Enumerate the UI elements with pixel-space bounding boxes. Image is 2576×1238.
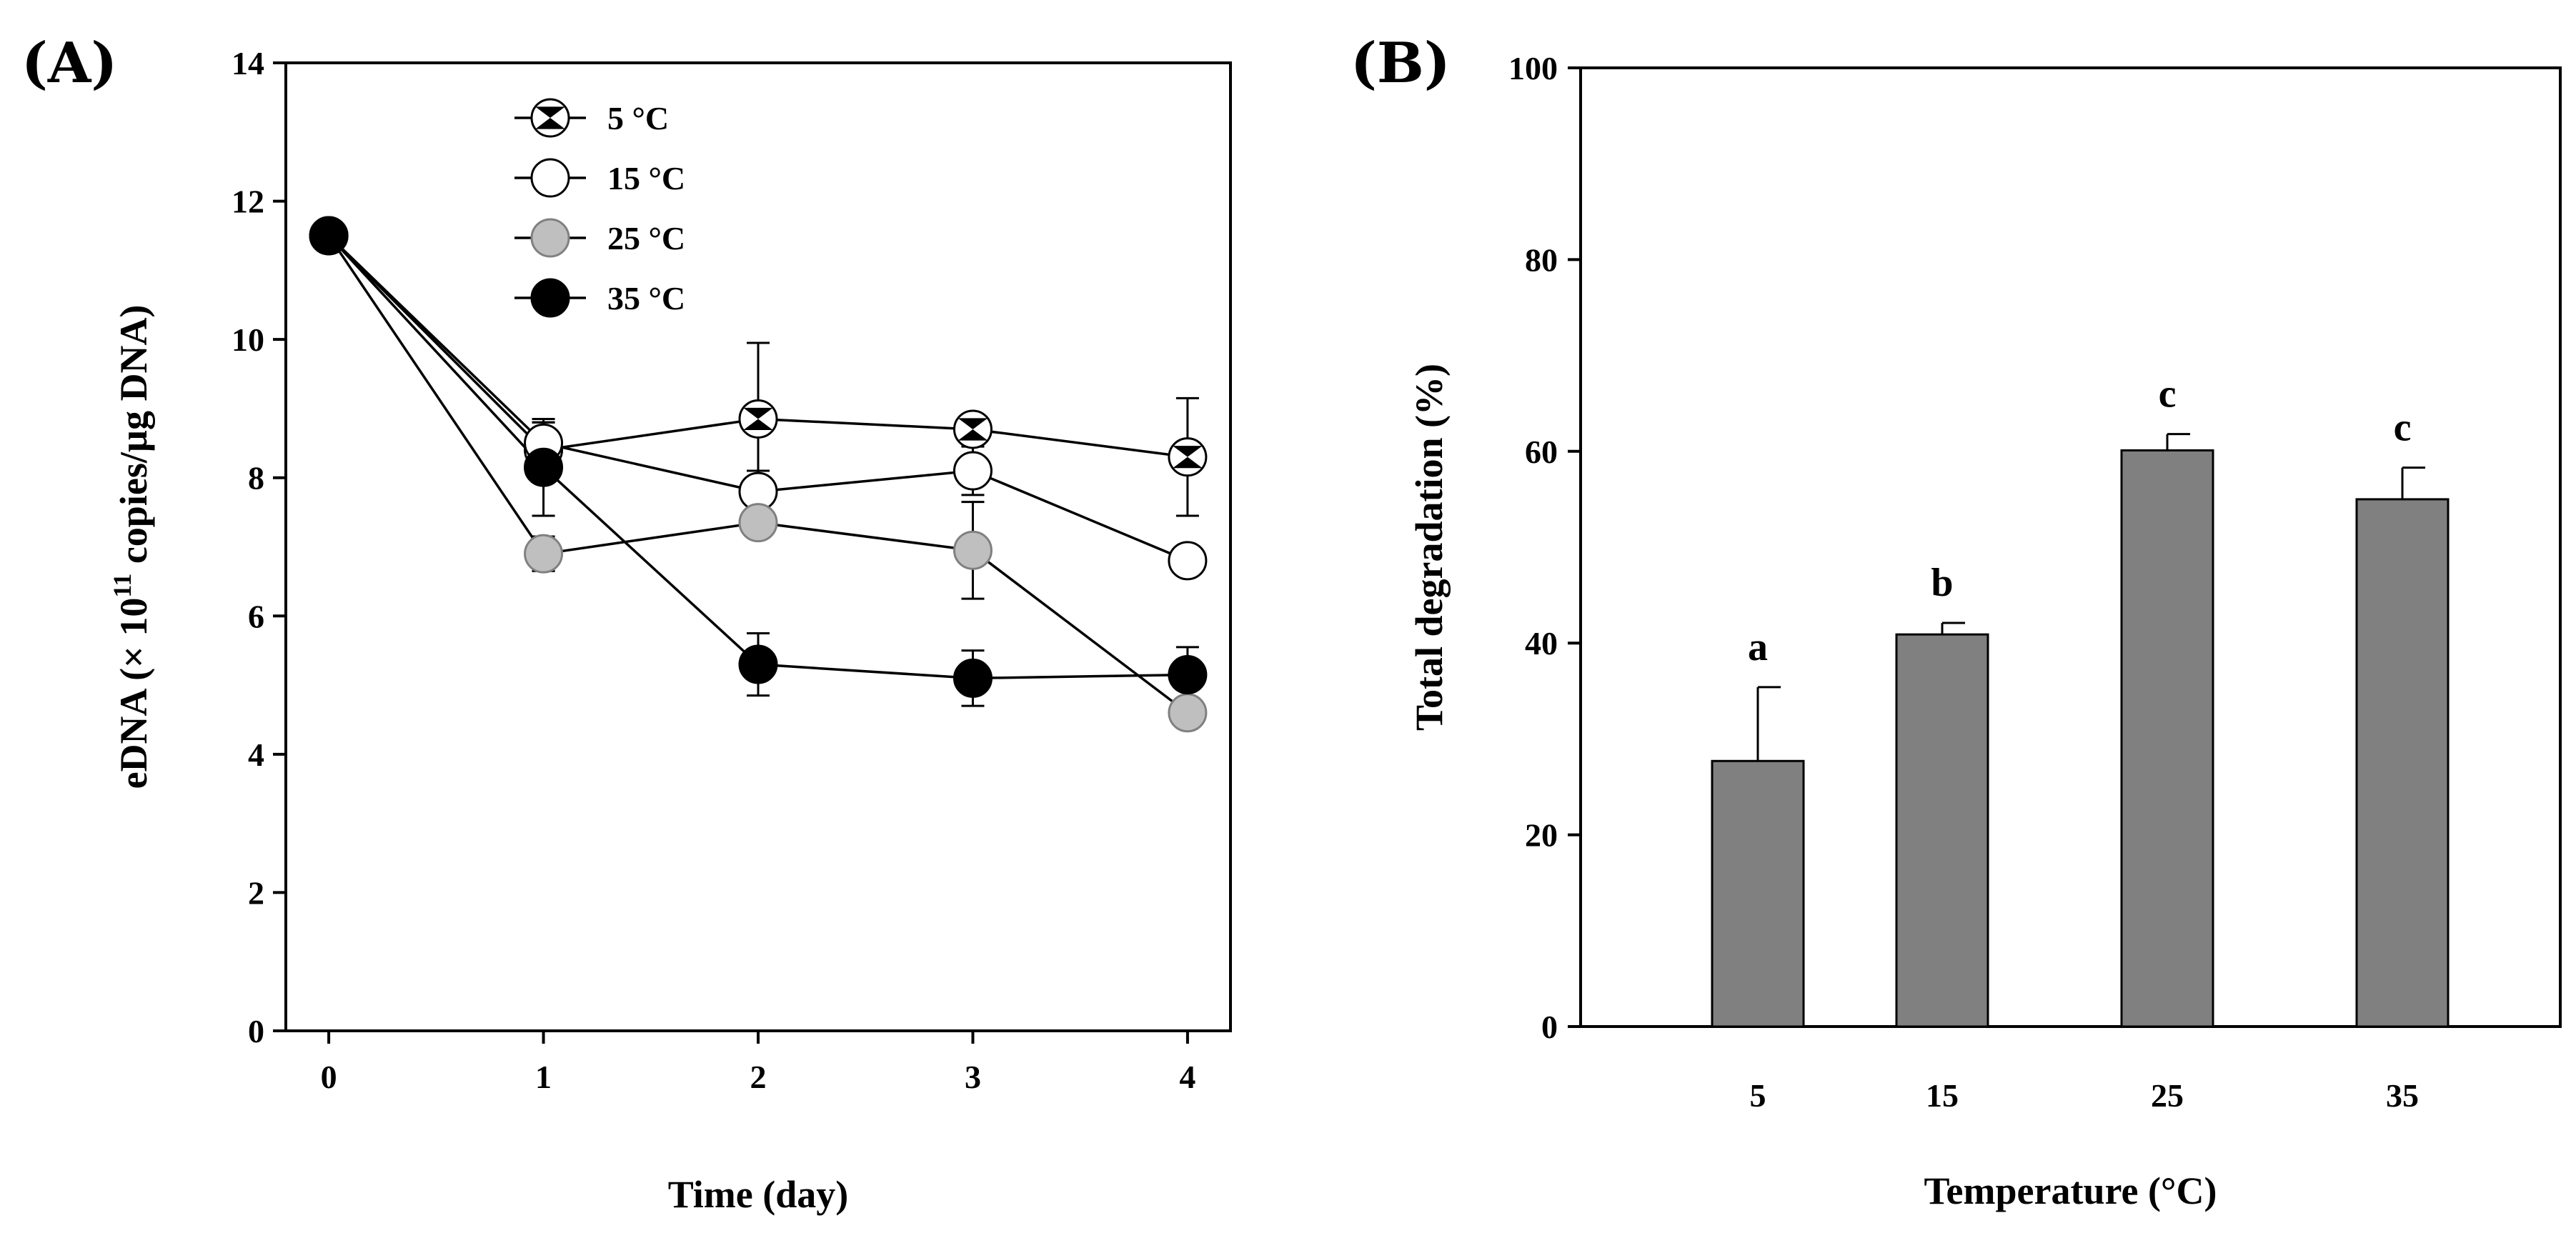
y-tick-label: 12 (232, 184, 264, 220)
data-point-3 (953, 658, 993, 698)
y-tick-label: 4 (248, 737, 264, 773)
x-tick-label: 5 (1750, 1077, 1766, 1114)
bar (1895, 633, 1989, 1028)
significance-letter: a (1748, 625, 1768, 669)
panel-b-label: (B) (1351, 31, 1451, 96)
plot-frame (284, 61, 1232, 1032)
data-point-3 (309, 216, 349, 256)
y-tick-label: 6 (248, 598, 264, 634)
data-point-3 (1168, 655, 1208, 695)
y-tick-label: 20 (1525, 817, 1558, 854)
y-tick-label: 0 (1541, 1009, 1558, 1045)
y-tick-label: 60 (1525, 434, 1558, 470)
panel-a-label: (A) (21, 31, 117, 96)
data-point-2 (1168, 693, 1208, 733)
data-point-1 (953, 451, 993, 491)
legend-marker-fill (535, 106, 565, 129)
data-point-3 (524, 447, 564, 487)
y-axis-title-rest: copies/µg DNA) (112, 305, 155, 574)
x-tick-label: 3 (965, 1059, 981, 1095)
data-point-1 (1168, 541, 1208, 581)
x-tick-label: 35 (2386, 1077, 2419, 1114)
y-tick-label: 2 (248, 874, 264, 911)
x-tick-label: 0 (321, 1059, 337, 1095)
legend-marker (530, 278, 570, 318)
significance-letter: b (1931, 561, 1953, 605)
x-tick-label: 1 (535, 1059, 552, 1095)
data-point-0-fill (743, 407, 773, 431)
legend-label: 15 °C (607, 160, 685, 196)
legend-marker (530, 218, 570, 258)
x-axis-title: Temperature (°C) (1924, 1169, 2217, 1212)
legend-label: 5 °C (607, 100, 669, 136)
data-point-2 (953, 530, 993, 570)
legend-marker (530, 158, 570, 198)
bar (2355, 498, 2450, 1028)
y-tick-label: 40 (1525, 625, 1558, 662)
bar (1711, 759, 1805, 1028)
y-tick-label: 14 (232, 45, 264, 81)
y-axis-title: eDNA (× 1011 copies/µg DNA) (108, 305, 155, 789)
y-axis-title: Total degradation (%) (1408, 364, 1451, 731)
data-point-2 (524, 534, 564, 574)
bar (2120, 449, 2214, 1028)
y-axis-title-main: eDNA (× 10 (112, 598, 155, 789)
data-point-0-fill (1173, 446, 1203, 469)
legend-label: 35 °C (607, 280, 685, 316)
y-tick-label: 0 (248, 1013, 264, 1049)
plot-frame (1579, 66, 2562, 1028)
x-tick-label: 4 (1179, 1059, 1195, 1095)
y-tick-label: 10 (232, 321, 264, 358)
x-axis-title: Time (day) (668, 1173, 849, 1216)
x-tick-label: 2 (750, 1059, 767, 1095)
y-tick-label: 8 (248, 460, 264, 496)
x-tick-label: 15 (1926, 1077, 1959, 1114)
legend-label: 25 °C (607, 220, 685, 256)
y-axis-title-superscript: 11 (108, 574, 136, 598)
y-tick-label: 100 (1508, 50, 1558, 86)
data-point-3 (738, 644, 778, 684)
bar-chart-panel-b: 0 20 40 60 80 100 5 a 15 b 25 c 35 c Temperature (°C) T… (1408, 50, 2562, 1212)
x-tick-label: 25 (2151, 1077, 2184, 1114)
significance-letter: c (2394, 406, 2412, 450)
y-tick-label: 80 (1525, 241, 1558, 278)
significance-letter: c (2159, 372, 2177, 416)
data-point-2 (738, 503, 778, 543)
data-point-0-fill (958, 418, 988, 441)
